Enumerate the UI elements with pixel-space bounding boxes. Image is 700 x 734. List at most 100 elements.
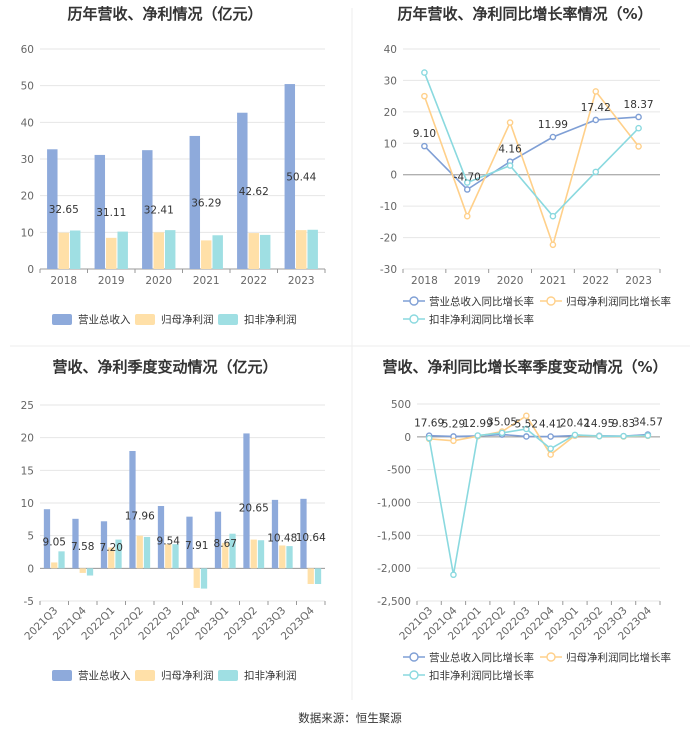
legend-swatch-netprofit — [135, 670, 155, 681]
y-tick-label: 5 — [27, 531, 34, 543]
bar-revenue — [94, 154, 106, 269]
y-tick-label: -500 — [387, 465, 411, 477]
legend-label: 营业总收入同比增长率 — [429, 651, 534, 664]
bar-netprofit — [106, 237, 117, 269]
point-deducted_line — [421, 69, 428, 76]
bar-deducted — [58, 551, 65, 569]
y-tick-label: 10 — [21, 498, 34, 510]
bar-netprofit — [79, 568, 86, 573]
legend-swatch-netprofit — [135, 314, 155, 325]
y-tick-label: 60 — [21, 44, 34, 56]
point-deducted_line — [635, 124, 642, 132]
legend-label: 营业总收入同比增长率 — [429, 295, 534, 308]
legend-label: 扣非净利润同比增长率 — [429, 669, 534, 682]
data-label: 34.57 — [633, 417, 663, 429]
bar-deducted — [314, 568, 322, 585]
x-tick-label: 2019 — [454, 275, 481, 287]
legend-label: 营业总收入 — [78, 313, 131, 326]
y-tick-label: 25 — [21, 400, 34, 412]
bar-revenue — [189, 135, 201, 269]
data-label: 7.58 — [71, 541, 94, 553]
chart-quarterly-bar: 营收、净利季度变动情况（亿元）-505101520252021Q32021Q42… — [21, 358, 326, 682]
data-label: 32.41 — [144, 205, 174, 217]
data-label: 14.95 — [584, 418, 614, 430]
legend-label: 扣非净利润 — [244, 313, 297, 326]
data-label: 9.10 — [413, 128, 436, 140]
data-label: 36.29 — [191, 197, 221, 209]
bar-netprofit — [58, 232, 69, 269]
data-label: 9.54 — [157, 535, 181, 547]
x-tick-label: 2021 — [540, 275, 567, 287]
data-label: 17.42 — [581, 102, 611, 114]
data-label: 7.20 — [100, 542, 123, 554]
data-label: -4.70 — [454, 171, 481, 183]
chart-title: 营收、净利同比增长率季度变动情况（%） — [382, 358, 667, 376]
y-tick-label: 0 — [27, 264, 34, 276]
legend-swatch-revenue — [52, 670, 72, 681]
bar-revenue — [243, 433, 250, 569]
data-label: 7.91 — [185, 540, 208, 552]
bar-netprofit — [248, 233, 259, 269]
x-tick-label: 2018 — [50, 275, 77, 287]
bar-revenue — [186, 516, 193, 569]
point-deducted_line — [450, 571, 457, 579]
legend-label: 归母净利润 — [161, 669, 214, 682]
y-tick-label: 0 — [404, 432, 411, 444]
bar-revenue — [237, 112, 248, 269]
point-netprofit_line — [547, 451, 554, 458]
legend-marker-deducted_line — [409, 670, 419, 680]
data-label: 4.16 — [498, 144, 522, 156]
point-deducted_line — [620, 432, 627, 440]
legend: 营业总收入 归母净利润 扣非净利润 — [52, 669, 297, 682]
legend-label: 营业总收入 — [78, 669, 131, 682]
chart-annual-growth: 历年营收、净利同比增长率情况（%） -30 -20 -10 0 10 20 30 40 2018 2… — [380, 5, 671, 326]
y-tick-label: 0 — [27, 563, 34, 575]
y-tick-label: -5 — [24, 596, 34, 608]
bar-netprofit — [108, 547, 115, 569]
y-tick-label: 500 — [391, 399, 411, 411]
y-tick-label: 10 — [21, 227, 34, 239]
legend-marker-revenue_line — [409, 296, 419, 306]
bar-netprofit — [165, 544, 172, 569]
legend-marker-deducted_line — [409, 314, 419, 324]
data-source-note: 数据来源：恒生聚源 — [298, 711, 402, 725]
legend: 营业总收入 归母净利润 扣非净利润 — [52, 313, 297, 326]
y-tick-label: -1,000 — [377, 498, 411, 510]
line-netprofit_line — [423, 89, 640, 248]
x-tick-label: 2019 — [98, 275, 125, 287]
point-deducted_line — [571, 431, 579, 439]
y-tick-label: 40 — [21, 117, 34, 129]
data-label: 4.41 — [539, 419, 562, 431]
point-deducted_line — [549, 212, 557, 220]
legend-marker-revenue_line — [409, 652, 419, 662]
y-tick-label: 30 — [21, 154, 34, 166]
point-revenue_line — [523, 433, 530, 440]
chart-annual-bar: 历年营收、净利情况（亿元） 0 10 20 30 40 50 60 2018 2019 2020 20… — [21, 5, 326, 326]
legend-marker-netprofit_line — [546, 296, 556, 306]
point-deducted_line — [595, 432, 603, 440]
data-label: 12.99 — [463, 418, 493, 430]
bar-revenue — [157, 506, 165, 569]
point-netprofit_line — [421, 92, 428, 100]
bar-netprofit — [201, 240, 212, 269]
point-revenue_line — [463, 186, 471, 193]
point-netprofit_line — [450, 437, 457, 445]
data-label: 8.67 — [214, 538, 237, 550]
data-label: 18.37 — [624, 99, 654, 111]
y-tick-label: 40 — [384, 44, 397, 56]
line-revenue_line — [423, 116, 639, 191]
bar-netprofit — [222, 542, 229, 569]
data-label: 9.83 — [612, 418, 635, 430]
point-deducted_line — [474, 432, 482, 439]
point-deducted_line — [425, 434, 433, 442]
point-deducted_line — [498, 429, 506, 437]
x-tick-label: 2020 — [145, 275, 172, 287]
bar-revenue — [100, 521, 108, 569]
y-tick-label: 0 — [390, 170, 397, 182]
legend-label: 归母净利润 — [161, 313, 214, 326]
y-tick-label: 20 — [21, 433, 34, 445]
point-revenue_line — [549, 133, 557, 141]
point-deducted_line — [523, 425, 530, 433]
